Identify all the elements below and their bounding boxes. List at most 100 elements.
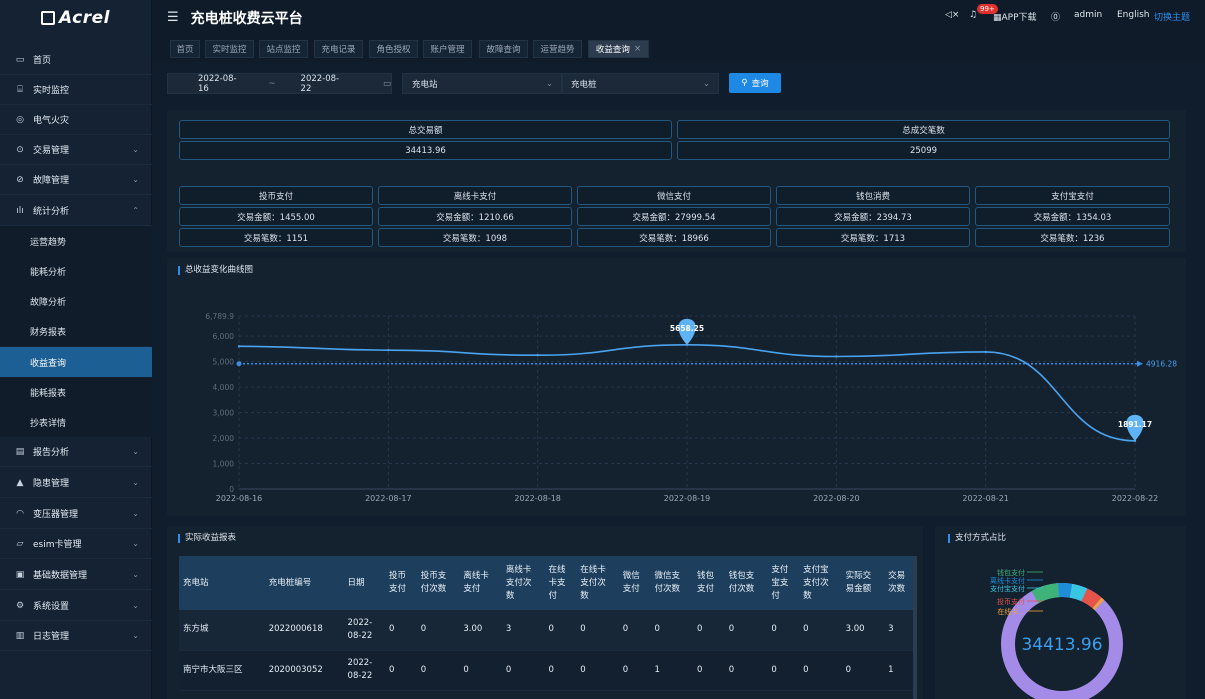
sidebar-item-log[interactable]: ▥ 日志管理 ⌄	[0, 621, 152, 651]
calendar-icon: ▭	[382, 78, 391, 89]
donut-segment-wallet	[1031, 583, 1060, 604]
sidebar-sub-finance[interactable]: 财务报表	[0, 316, 152, 346]
x-tick-label: 2022-08-19	[664, 494, 711, 503]
sidebar-sub-label: 能耗分析	[30, 267, 67, 278]
pay-offline-count: 交易笔数：1098	[378, 228, 572, 247]
tab-account[interactable]: 账户管理	[423, 40, 472, 58]
monitor-icon: ⌸	[17, 84, 23, 95]
tab-site[interactable]: 站点监控	[259, 40, 308, 58]
data-icon: ▣	[15, 569, 25, 580]
tab-fault[interactable]: 故障查询	[479, 40, 528, 58]
tab-home[interactable]: 首页	[170, 40, 200, 58]
pay-alipay-name: 支付宝支付	[975, 186, 1170, 205]
donut-legend-label: 投币支付	[997, 597, 1025, 606]
table-cell: 0	[576, 610, 619, 651]
tab-realtime[interactable]: 实时监控	[205, 40, 254, 58]
chevron-down-icon: ⌄	[702, 78, 710, 89]
marker-label: 5658.25	[670, 324, 704, 333]
query-button[interactable]: ⚲ 查询	[729, 73, 781, 93]
table-header-cell: 实际交 易金额	[841, 556, 885, 610]
total-count-value: 25099	[677, 141, 1170, 160]
pay-wechat-amount: 交易金额：27999.54	[577, 207, 771, 226]
payment-share-donut: 34413.96 钱包支付离线卡支付支付宝支付投币支付在线卡...	[990, 568, 1123, 699]
sidebar-item-esim[interactable]: ▱ esim卡管理 ⌄	[0, 529, 152, 559]
sidebar-sub-label: 抄表详情	[30, 418, 67, 429]
donut-legend-label: 离线卡支付	[990, 576, 1025, 585]
pay-wechat-name: 微信支付	[577, 186, 771, 205]
date-range-picker[interactable]: 2022-08-16 ~ 2022-08-22 ▭	[167, 73, 392, 94]
menu-toggle-icon[interactable]: ☰	[167, 10, 179, 25]
bell-icon[interactable]: ♫	[969, 10, 978, 20]
tab-charge-record[interactable]: 充电记录	[314, 40, 363, 58]
sidebar-sub-energy-report[interactable]: 能耗报表	[0, 377, 152, 407]
tab-label: 实时监控	[212, 45, 247, 55]
sidebar-sub-fault[interactable]: 故障分析	[0, 286, 152, 316]
sidebar-sub-meter[interactable]: 抄表详情	[0, 407, 152, 437]
fire-icon: ◎	[16, 114, 24, 125]
sidebar-sub-ops-trend[interactable]: 运营趋势	[0, 226, 152, 256]
sidebar-item-label: 报告分析	[33, 448, 70, 458]
close-icon[interactable]: ×	[633, 44, 642, 54]
table-row[interactable]: 南宁市大阪三区 2020003052 2022- 08-22 0 0 0 0 0 0 0 1 0 0 0 0 0…	[179, 650, 916, 691]
sidebar-item-report[interactable]: ▤ 报告分析 ⌄	[0, 437, 152, 467]
sidebar-item-transformer[interactable]: ◠ 变压器管理 ⌄	[0, 499, 152, 529]
sidebar-item-label: 电气火灾	[33, 116, 70, 126]
table-title: 实际收益报表	[178, 534, 236, 543]
table-cell: 0	[618, 650, 651, 691]
table-cell: 0	[385, 610, 417, 651]
table-header-cell: 充电站	[179, 556, 265, 610]
table-cell: 0	[416, 610, 460, 651]
sidebar-sub-energy[interactable]: 能耗分析	[0, 256, 152, 286]
chevron-down-icon: ⌄	[545, 78, 553, 89]
donut-legend-label: 在线卡...	[997, 607, 1025, 616]
tab-revenue[interactable]: 收益查询 ×	[588, 40, 649, 58]
user-name[interactable]: admin	[1074, 10, 1103, 20]
table-header-row: 充电站 充电桩编号 日期 投币 支付 投币支 付次数 离线卡 支付 离线卡 支付次数在线 卡支付在线卡…	[179, 556, 916, 610]
sidebar-item-stats[interactable]: ılı 统计分析 ⌃	[0, 196, 152, 226]
tab-role[interactable]: 角色授权	[369, 40, 418, 58]
total-amount-value: 34413.96	[179, 141, 672, 160]
query-button-label: 查询	[751, 79, 769, 89]
max-min-marker-pin	[1126, 414, 1144, 441]
sidebar-item-label: 实时监控	[33, 86, 70, 96]
tab-ops-trend[interactable]: 运营趋势	[533, 40, 582, 58]
x-tick-label: 2022-08-20	[813, 494, 860, 503]
sidebar-item-trade[interactable]: ⊙ 交易管理 ⌄	[0, 135, 152, 165]
table-row[interactable]: 东方城 2022000618 2022- 08-22 0 0 3.00 3 0 0 0 0 0 0 0 0 3.…	[179, 610, 916, 651]
pay-alipay-amount: 交易金额：1354.03	[975, 207, 1170, 226]
table-header-cell: 在线 卡支付	[544, 556, 577, 610]
sidebar-item-fault[interactable]: ⊘ 故障管理 ⌄	[0, 165, 152, 195]
pay-wechat-count: 交易笔数：18966	[577, 228, 771, 247]
data-point	[387, 348, 390, 352]
table-cell: 东方城	[179, 610, 265, 651]
sidebar-item-basic-data[interactable]: ▣ 基础数据管理 ⌄	[0, 560, 152, 590]
sidebar-item-settings[interactable]: ⚙ 系统设置 ⌄	[0, 591, 152, 621]
pile-select[interactable]: 充电桩 ⌄	[562, 73, 719, 94]
table-header-cell: 钱包支 付次数	[724, 556, 768, 610]
average-line-label: 4916.28	[1146, 360, 1177, 369]
table-cell: 0	[544, 650, 577, 691]
sidebar-item-label: 系统设置	[33, 602, 70, 612]
sidebar-item-fire[interactable]: ◎ 电气火灾	[0, 105, 152, 135]
tab-label: 角色授权	[376, 45, 411, 55]
app-download-link[interactable]: ▦APP下载	[993, 10, 1037, 23]
station-select-label: 充电站	[412, 79, 438, 90]
sidebar-item-home[interactable]: ▭ 首页	[0, 45, 152, 75]
sidebar-item-realtime[interactable]: ⌸ 实时监控	[0, 75, 152, 105]
mute-icon[interactable]: ◁×	[945, 10, 960, 20]
station-select[interactable]: 充电站 ⌄	[402, 73, 562, 94]
table-cell: 0	[693, 610, 725, 651]
table-scrollbar[interactable]	[913, 556, 917, 699]
x-tick-label: 2022-08-17	[365, 494, 412, 503]
sidebar-sub-label: 收益查询	[30, 358, 67, 369]
marker-label: 1891.17	[1118, 420, 1152, 429]
data-point	[835, 355, 838, 358]
sidebar-sub-revenue[interactable]: 收益查询	[0, 347, 152, 377]
donut-center-value: 34413.96	[1021, 635, 1102, 655]
language-switch[interactable]: English	[1117, 10, 1150, 20]
table-body: 东方城 2022000618 2022- 08-22 0 0 3.00 3 0 0 0 0 0 0 0 0 3.…	[179, 610, 916, 691]
theme-switch[interactable]: 切换主题	[1154, 13, 1191, 23]
help-icon[interactable]: ⓪	[1051, 13, 1061, 23]
tab-label: 收益查询	[595, 45, 630, 55]
sidebar-item-hazard[interactable]: ▲ 隐患管理 ⌄	[0, 468, 152, 498]
